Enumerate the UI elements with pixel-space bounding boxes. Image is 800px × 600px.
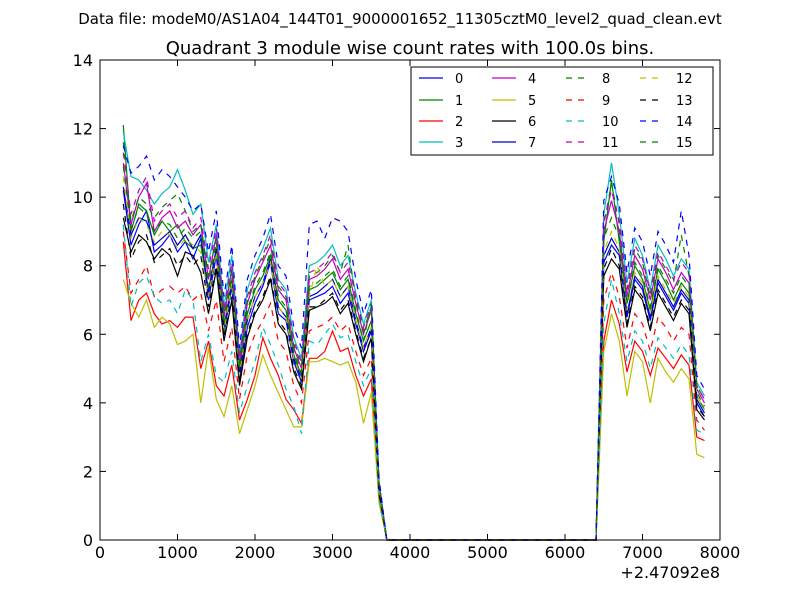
x-tick-label: 5000: [467, 543, 508, 562]
chart-suptitle: Data file: modeM0/AS1A04_144T01_90000016…: [78, 10, 722, 29]
legend-label-0: 0: [455, 72, 463, 87]
y-tick-label: 12: [73, 120, 93, 139]
legend-label-9: 9: [602, 94, 610, 109]
chart-title: Quadrant 3 module wise count rates with …: [166, 38, 655, 59]
series-line-10: [122, 224, 705, 541]
x-tick-label: 0: [95, 543, 105, 562]
x-axis-offset-label: +2.47092e8: [620, 563, 720, 582]
legend-label-6: 6: [528, 115, 536, 130]
legend-label-4: 4: [528, 72, 536, 87]
x-tick-label: 6000: [545, 543, 586, 562]
y-tick-label: 0: [83, 531, 93, 550]
legend-label-12: 12: [676, 72, 693, 87]
x-tick-label: 3000: [312, 543, 353, 562]
series-line-14: [122, 145, 706, 541]
legend-label-11: 11: [602, 136, 619, 151]
x-tick-label: 1000: [157, 543, 198, 562]
x-axis: 0 1000 2000 3000 4000 5000 6000 7000 8000: [95, 60, 740, 562]
legend-label-10: 10: [602, 115, 619, 130]
y-tick-label: 2: [83, 462, 93, 481]
legend-label-13: 13: [676, 94, 693, 109]
legend-label-3: 3: [455, 136, 463, 151]
legend-frame: [410, 66, 714, 156]
y-tick-label: 8: [83, 257, 93, 276]
legend-label-8: 8: [602, 72, 610, 87]
plot-lines: [122, 125, 706, 541]
x-tick-label: 7000: [622, 543, 663, 562]
y-tick-label: 6: [83, 325, 93, 344]
x-tick-label: 8000: [700, 543, 741, 562]
legend-label-5: 5: [528, 94, 536, 109]
series-line-0: [122, 190, 706, 541]
y-tick-label: 4: [83, 394, 93, 413]
y-tick-label: 10: [73, 188, 93, 207]
y-tick-label: 14: [73, 51, 93, 70]
legend-label-7: 7: [528, 136, 536, 151]
x-tick-label: 2000: [235, 543, 276, 562]
legend-label-15: 15: [676, 136, 693, 151]
legend-label-2: 2: [455, 115, 463, 130]
x-tick-label: 4000: [390, 543, 431, 562]
legend-label-1: 1: [455, 94, 463, 109]
legend-label-14: 14: [676, 115, 693, 130]
